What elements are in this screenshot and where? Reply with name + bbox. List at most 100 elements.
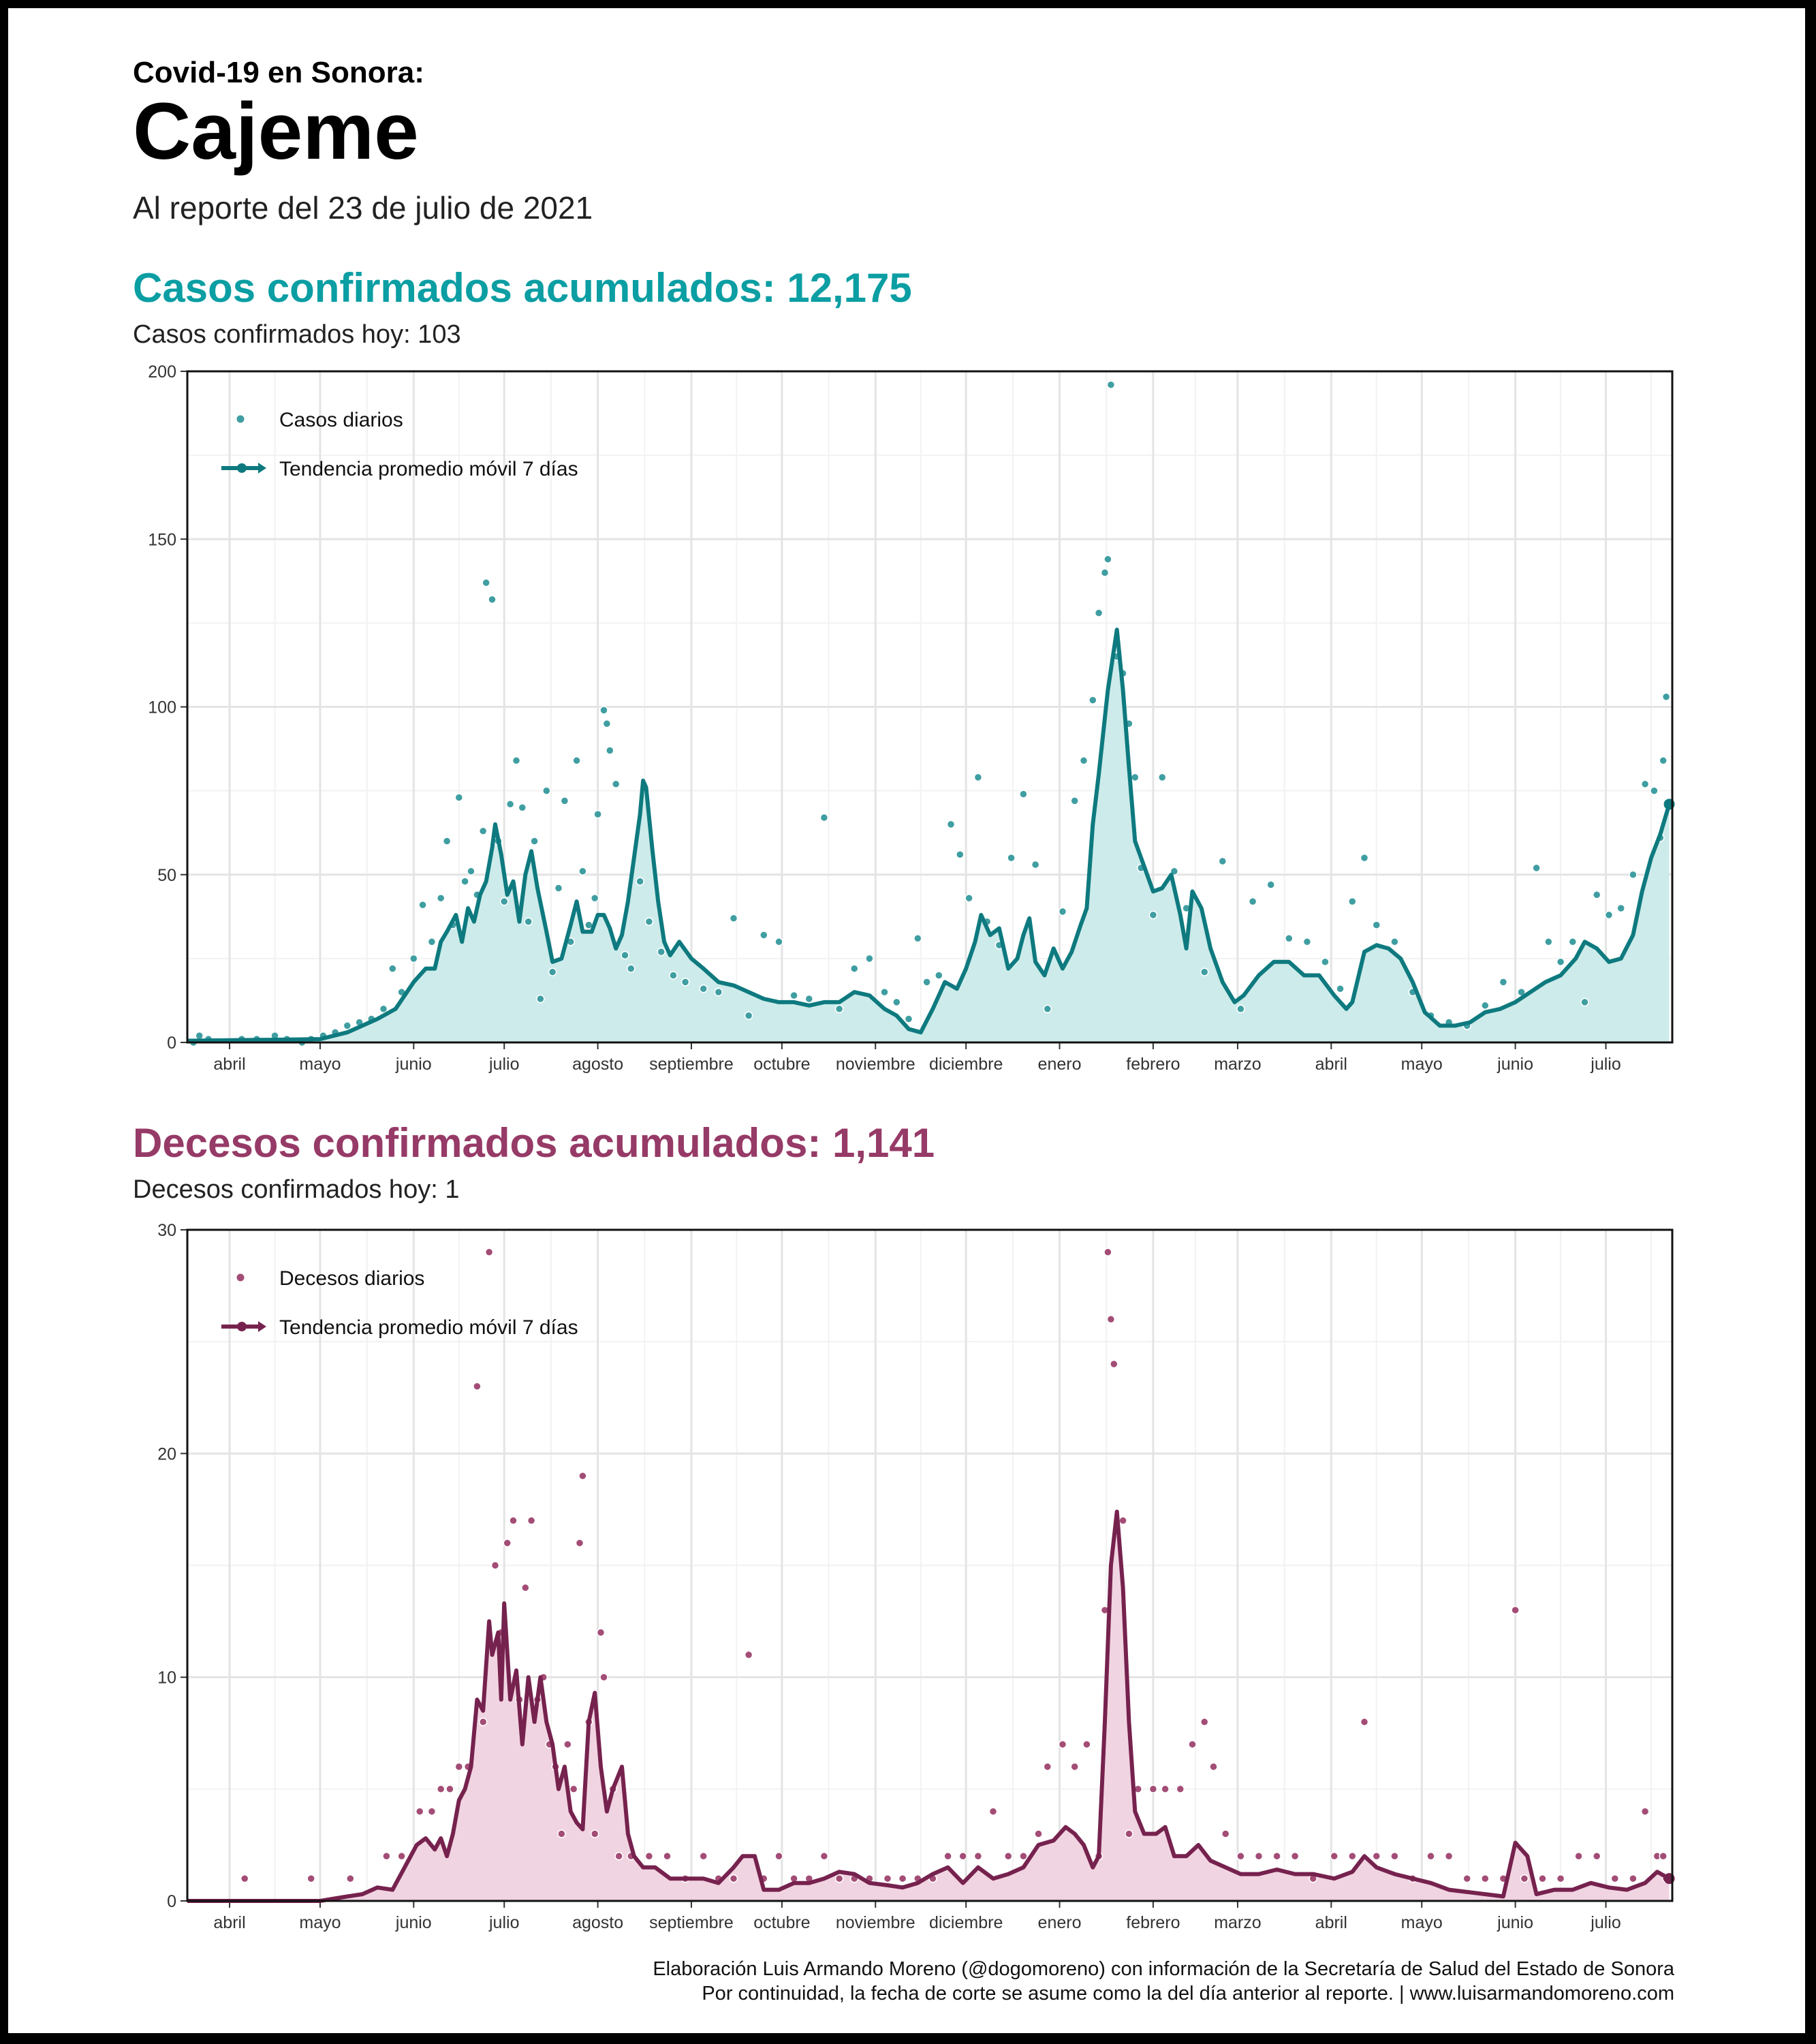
daily-point: [460, 877, 469, 886]
daily-point: [557, 1829, 566, 1838]
daily-point: [669, 971, 678, 980]
daily-point: [478, 826, 488, 835]
daily-point: [1390, 938, 1399, 946]
page-title: Cajeme: [133, 87, 419, 176]
x-tick-label: junio: [1497, 1055, 1533, 1074]
x-tick-label: mayo: [299, 1913, 341, 1932]
daily-point: [1157, 773, 1167, 782]
daily-point: [382, 1852, 391, 1861]
daily-point: [943, 1852, 952, 1861]
legend-trend-label: Tendencia promedio móvil 7 días: [279, 458, 578, 480]
daily-point: [946, 820, 956, 829]
daily-point: [1290, 1852, 1300, 1861]
daily-point: [593, 809, 602, 819]
plot-border: [186, 370, 1674, 1044]
daily-point: [1043, 1762, 1052, 1771]
trend-line: [187, 628, 1672, 1043]
daily-point: [699, 1852, 708, 1861]
daily-point: [1426, 1852, 1435, 1861]
daily-point: [1218, 856, 1227, 866]
x-tick-label: marzo: [1214, 1913, 1261, 1932]
trend-area: [187, 1511, 1670, 1901]
x-tick-label: febrero: [1126, 1913, 1180, 1932]
daily-point: [1019, 1852, 1028, 1861]
footer-credits: Elaboración Luis Armando Moreno (@dogomo…: [653, 1957, 1674, 2007]
x-tick-label: agosto: [572, 1913, 623, 1932]
daily-point: [503, 1538, 512, 1547]
daily-point: [819, 813, 829, 822]
daily-point: [614, 1852, 623, 1861]
daily-point: [774, 1852, 783, 1861]
daily-point: [445, 1784, 454, 1794]
daily-point: [307, 1874, 315, 1883]
daily-point: [1103, 1248, 1112, 1257]
daily-point: [388, 964, 397, 973]
daily-point: [599, 1673, 608, 1682]
daily-point: [1254, 1852, 1264, 1861]
x-tick-label: junio: [395, 1913, 432, 1932]
daily-point: [714, 987, 723, 997]
daily-point: [1200, 1718, 1209, 1726]
daily-point: [1481, 1874, 1490, 1883]
daily-point: [195, 1031, 204, 1040]
daily-point: [636, 877, 644, 886]
daily-point: [436, 1784, 445, 1794]
daily-point: [1058, 907, 1067, 916]
daily-point: [956, 850, 965, 859]
x-tick-label: abril: [1315, 1913, 1347, 1932]
daily-point: [488, 595, 497, 604]
y-tick-label: 0: [167, 1034, 176, 1053]
daily-point: [644, 917, 654, 926]
daily-point: [473, 1382, 482, 1391]
daily-point: [898, 1874, 907, 1883]
daily-point: [596, 1628, 606, 1637]
daily-point: [590, 1829, 599, 1838]
daily-point: [1236, 1004, 1245, 1014]
daily-point: [621, 950, 629, 960]
daily-point: [958, 1852, 967, 1861]
daily-point: [578, 1471, 587, 1481]
daily-point: [505, 800, 515, 809]
legend-line-marker: [237, 1322, 247, 1331]
x-tick-label: diciembre: [929, 1055, 1003, 1074]
daily-point: [436, 893, 445, 903]
daily-point: [1336, 984, 1345, 993]
daily-point: [1103, 555, 1112, 564]
daily-point: [521, 1583, 530, 1592]
daily-point: [509, 1516, 518, 1526]
y-tick-label: 100: [148, 698, 176, 717]
daily-point: [913, 934, 922, 943]
daily-point: [1007, 853, 1016, 863]
legend-daily-label: Decesos diarios: [279, 1267, 424, 1290]
daily-point: [1285, 934, 1294, 943]
daily-point: [1372, 1852, 1381, 1861]
x-tick-label: julio: [1590, 1055, 1621, 1074]
daily-point: [922, 978, 931, 987]
daily-point: [1568, 938, 1578, 946]
daily-point: [563, 1739, 572, 1749]
daily-point: [1003, 1852, 1013, 1861]
daily-point: [1089, 696, 1097, 704]
daily-point: [1616, 903, 1625, 913]
daily-point: [599, 706, 608, 715]
daily-point: [965, 893, 973, 903]
daily-point: [478, 1718, 488, 1726]
daily-point: [518, 803, 527, 812]
daily-point: [554, 884, 563, 893]
daily-point: [644, 1852, 654, 1861]
daily-point: [578, 867, 587, 876]
daily-point: [1360, 853, 1369, 863]
daily-point: [1444, 1852, 1454, 1861]
daily-point: [973, 1852, 983, 1861]
report-kicker: Covid-19 en Sonora:: [133, 56, 424, 89]
daily-point: [1043, 1004, 1052, 1014]
daily-point: [880, 987, 889, 997]
daily-point: [490, 1561, 500, 1570]
daily-point: [1019, 790, 1028, 799]
daily-point: [602, 719, 612, 728]
daily-point: [1661, 692, 1671, 701]
daily-point: [760, 931, 768, 940]
daily-point: [427, 938, 437, 946]
daily-point: [484, 1248, 494, 1257]
daily-point: [560, 796, 569, 805]
